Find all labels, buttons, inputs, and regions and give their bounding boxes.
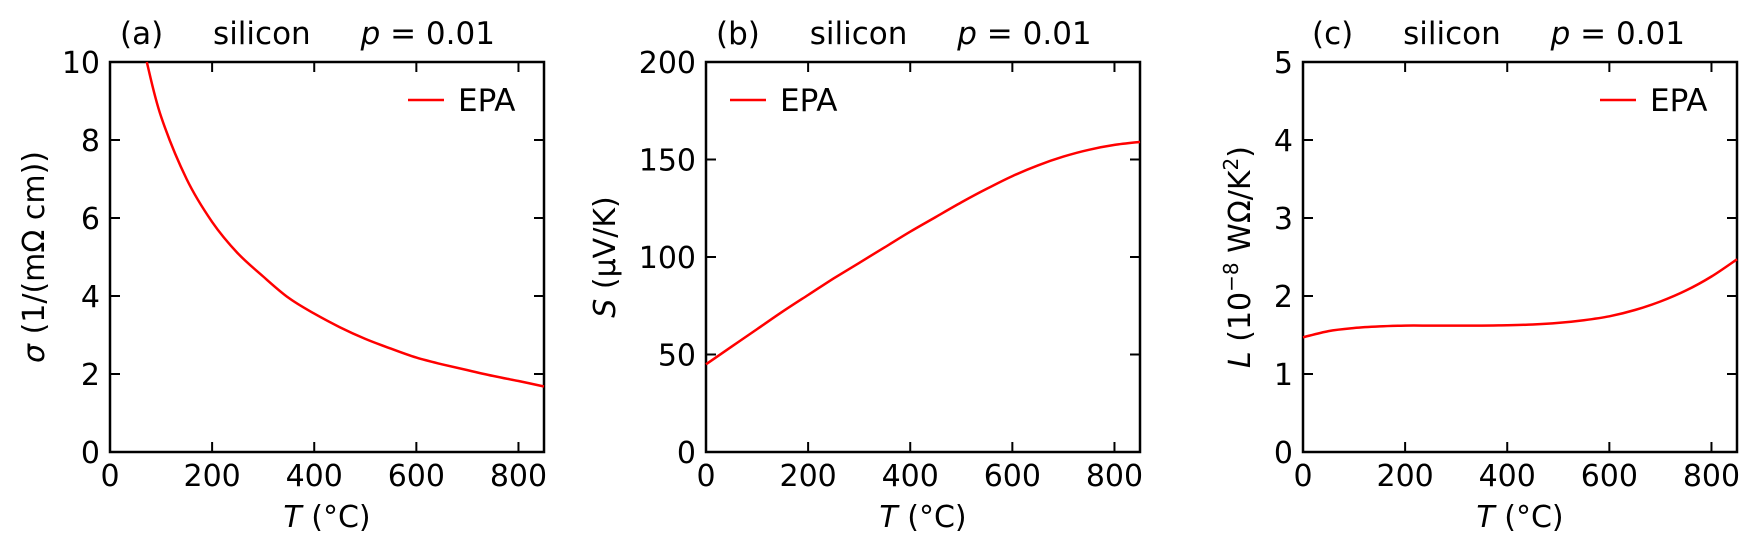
y-tick-label-b: 50 bbox=[658, 339, 696, 374]
y-tick-label-c: 5 bbox=[1274, 46, 1293, 81]
material-label-c: silicon bbox=[1403, 16, 1501, 52]
y-axis-unit-c: (10 bbox=[1223, 292, 1258, 351]
x-axis-label-a: T (°C) bbox=[283, 500, 370, 535]
y-tick-label-a: 0 bbox=[81, 436, 100, 471]
y-axis-var-c: L bbox=[1223, 351, 1258, 368]
param-var-b: p bbox=[956, 16, 977, 52]
y-axis-exp1-c: −8 bbox=[1219, 262, 1243, 291]
x-tick-label-a: 600 bbox=[388, 459, 445, 494]
y-axis-label-c: L (10−8 WΩ/K2) bbox=[1219, 146, 1258, 368]
x-tick-label-c: 0 bbox=[1293, 459, 1312, 494]
x-axis-unit-b: (°C) bbox=[898, 500, 967, 535]
y-tick-label-a: 4 bbox=[81, 280, 100, 315]
x-tick-label-b: 800 bbox=[1086, 459, 1143, 494]
y-axis-exp2-c: 2 bbox=[1219, 158, 1243, 171]
x-axis-unit-c: (°C) bbox=[1495, 500, 1564, 535]
x-tick-label-c: 800 bbox=[1683, 459, 1740, 494]
y-tick-label-a: 6 bbox=[81, 202, 100, 237]
x-axis-var-b: T bbox=[879, 500, 900, 535]
plot-area-c bbox=[1301, 60, 1739, 454]
y-tick-label-a: 10 bbox=[62, 46, 100, 81]
x-axis-var-a: T bbox=[283, 500, 304, 535]
x-tick-label-a: 400 bbox=[286, 459, 343, 494]
legend-a: EPA bbox=[408, 83, 516, 119]
plot-area-a bbox=[108, 60, 546, 454]
panel-title-c: (c) silicon p = 0.01 bbox=[1312, 16, 1685, 52]
x-axis-var-c: T bbox=[1476, 500, 1497, 535]
curve-layer-a bbox=[145, 61, 545, 388]
legend-b: EPA bbox=[730, 83, 838, 119]
x-tick-label-c: 400 bbox=[1479, 459, 1536, 494]
y-tick-label-c: 0 bbox=[1274, 436, 1293, 471]
curve-layer-b bbox=[705, 140, 1141, 366]
panel-c: 0 200 400 600 800 0 1 2 3 4 5 (c) silicon p = 0.01… bbox=[1219, 16, 1740, 535]
panel-title-a: (a) silicon p = 0.01 bbox=[120, 16, 495, 52]
series-line-b bbox=[705, 140, 1141, 366]
panel-label-c: (c) bbox=[1312, 16, 1353, 52]
ticks-c: 0 200 400 600 800 0 1 2 3 4 5 bbox=[1274, 46, 1740, 494]
y-tick-label-a: 8 bbox=[81, 124, 100, 159]
panel-b: 0 200 400 600 800 0 50 100 150 200 (b) silicon p … bbox=[588, 16, 1143, 535]
y-axis-unit-a: (1/(mΩ cm)) bbox=[17, 151, 52, 344]
x-tick-label-b: 200 bbox=[779, 459, 836, 494]
param-value-a: = 0.01 bbox=[380, 16, 495, 52]
legend-c: EPA bbox=[1600, 83, 1708, 119]
x-tick-label-b: 400 bbox=[882, 459, 939, 494]
y-axis-end-c: ) bbox=[1223, 146, 1258, 158]
legend-label-b: EPA bbox=[780, 83, 838, 119]
y-tick-label-b: 200 bbox=[639, 46, 696, 81]
y-tick-label-c: 2 bbox=[1274, 280, 1293, 315]
ticks-a: 0 200 400 600 800 0 2 4 6 8 10 bbox=[62, 46, 547, 494]
y-tick-label-c: 1 bbox=[1274, 358, 1293, 393]
legend-label-c: EPA bbox=[1650, 83, 1708, 119]
y-axis-unit-b: (μV/K) bbox=[588, 196, 623, 298]
x-axis-unit-a: (°C) bbox=[302, 500, 371, 535]
panel-label-a: (a) bbox=[120, 16, 163, 52]
y-axis-var-a: σ bbox=[17, 343, 52, 363]
series-line-a bbox=[145, 61, 545, 388]
x-axis-label-b: T (°C) bbox=[879, 500, 966, 535]
panel-a: 0 200 400 600 800 0 2 4 6 8 10 (a) silicon p = 0.0… bbox=[17, 16, 547, 535]
curve-layer-c bbox=[1302, 258, 1738, 339]
material-label-a: silicon bbox=[213, 16, 311, 52]
plot-area-b bbox=[704, 60, 1142, 454]
x-tick-label-a: 0 bbox=[100, 459, 119, 494]
panel-label-b: (b) bbox=[716, 16, 760, 52]
y-axis-label-a: σ (1/(mΩ cm)) bbox=[17, 151, 52, 363]
y-axis-mid-c: WΩ/K bbox=[1223, 169, 1258, 262]
y-tick-label-b: 0 bbox=[677, 436, 696, 471]
x-tick-label-c: 200 bbox=[1376, 459, 1433, 494]
param-var-c: p bbox=[1550, 16, 1571, 52]
series-line-c bbox=[1302, 258, 1738, 339]
material-label-b: silicon bbox=[810, 16, 908, 52]
y-axis-label-b: S (μV/K) bbox=[588, 196, 623, 317]
param-value-c: = 0.01 bbox=[1570, 16, 1685, 52]
y-tick-label-a: 2 bbox=[81, 358, 100, 393]
x-tick-label-b: 0 bbox=[696, 459, 715, 494]
panel-title-b: (b) silicon p = 0.01 bbox=[716, 16, 1092, 52]
x-tick-label-a: 200 bbox=[183, 459, 240, 494]
y-tick-label-b: 150 bbox=[639, 144, 696, 179]
legend-label-a: EPA bbox=[458, 83, 516, 119]
x-tick-label-b: 600 bbox=[984, 459, 1041, 494]
ticks-b: 0 200 400 600 800 0 50 100 150 200 bbox=[639, 46, 1143, 494]
param-value-b: = 0.01 bbox=[977, 16, 1092, 52]
param-var-a: p bbox=[360, 16, 381, 52]
y-axis-var-b: S bbox=[588, 299, 623, 318]
x-tick-label-a: 800 bbox=[490, 459, 547, 494]
x-axis-label-c: T (°C) bbox=[1476, 500, 1563, 535]
x-tick-label-c: 600 bbox=[1581, 459, 1638, 494]
y-tick-label-c: 3 bbox=[1274, 202, 1293, 237]
y-tick-label-b: 100 bbox=[639, 241, 696, 276]
y-tick-label-c: 4 bbox=[1274, 124, 1293, 159]
